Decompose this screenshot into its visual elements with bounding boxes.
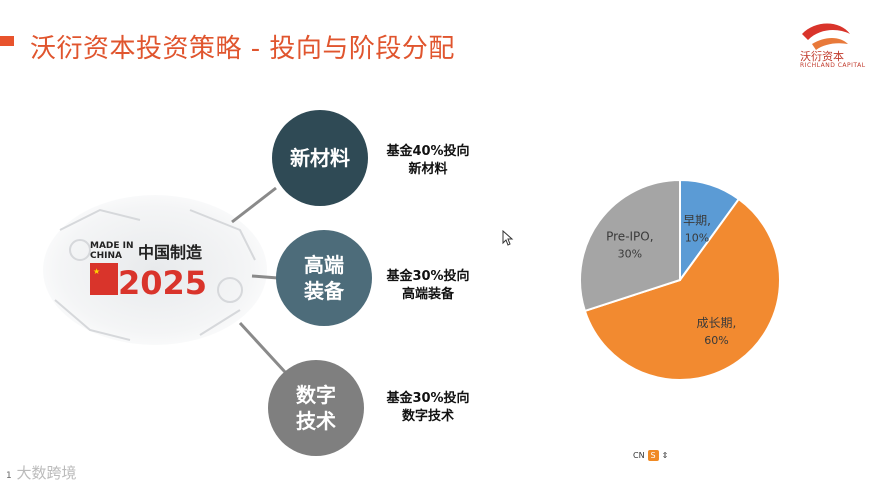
- pie-label-name: 早期,: [683, 214, 711, 228]
- graphic-year: 2025: [118, 264, 207, 302]
- made-in-china-2025-logo: MADE IN CHINA 中国制造 ★ 2025: [43, 195, 267, 345]
- allocation-note: 基金30%投向 高端装备: [368, 268, 488, 304]
- allocation-note: 基金40%投向 新材料: [368, 143, 488, 179]
- chevron-updown-icon: ⇕: [661, 451, 669, 460]
- note-line2: 数字技术: [401, 409, 454, 424]
- note-line1: 基金40%投向: [386, 144, 470, 159]
- sector-label-line2: 装备: [304, 279, 344, 303]
- allocation-note: 基金30%投向 数字技术: [368, 390, 488, 426]
- logo-name: 沃衍资本: [800, 50, 844, 63]
- pie-slice: [583, 197, 781, 381]
- pie-label-value: 30%: [618, 248, 642, 261]
- page-number: 1: [6, 471, 12, 481]
- pie-label-name: Pre-IPO,: [606, 230, 653, 244]
- watermark-text: 大数跨境: [16, 464, 77, 482]
- watermark: 1 大数跨境: [6, 462, 77, 483]
- ime-lang: CN: [633, 451, 645, 460]
- note-line2: 高端装备: [401, 287, 454, 302]
- pie-label-value: 10%: [685, 232, 709, 245]
- sector-circle-new-materials: 新材料: [272, 110, 368, 206]
- ime-indicator[interactable]: CN S ⇕: [633, 450, 668, 461]
- mouse-cursor-icon: [502, 230, 514, 246]
- pie-label-name: 成长期,: [697, 316, 737, 330]
- graphic-line2: CHINA: [90, 251, 122, 261]
- sector-label-line1: 高端: [304, 253, 344, 277]
- sector-label-line2: 技术: [296, 409, 336, 433]
- stage-allocation-pie-chart: 早期, 10% 成长期, 60% Pre-IPO, 30%: [579, 178, 781, 381]
- sector-circle-high-end-equipment: 高端 装备: [276, 230, 372, 326]
- ime-badge-icon: S: [647, 450, 659, 461]
- slide-title: 沃衍资本投资策略 - 投向与阶段分配: [30, 34, 455, 64]
- pie-label-value: 60%: [704, 334, 728, 347]
- sector-label-line1: 数字: [296, 383, 336, 407]
- sector-circle-digital-tech: 数字 技术: [268, 360, 364, 456]
- title-accent-bar: [0, 36, 14, 46]
- note-line2: 新材料: [408, 162, 448, 177]
- graphic-cn: 中国制造: [138, 243, 203, 262]
- sector-label: 新材料: [290, 146, 350, 170]
- logo-subtitle: RICHLAND CAPITAL: [800, 62, 866, 69]
- pie-slice: [579, 178, 681, 313]
- svg-text:★: ★: [93, 267, 100, 276]
- swoosh-logo-icon: [802, 23, 850, 50]
- note-line1: 基金30%投向: [386, 269, 470, 284]
- graphic-line1: MADE IN: [90, 241, 134, 251]
- note-line1: 基金30%投向: [386, 391, 470, 406]
